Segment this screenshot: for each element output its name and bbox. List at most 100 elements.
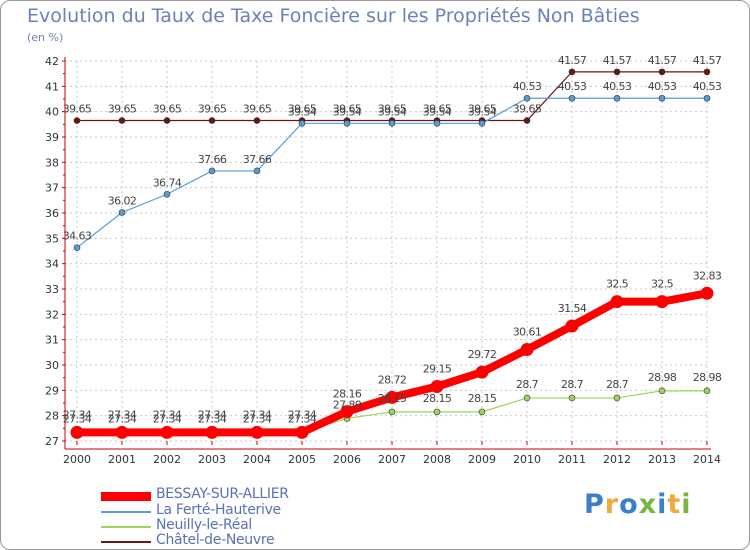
data-point <box>613 68 621 76</box>
data-point <box>253 117 261 124</box>
data-label: 27.34 <box>288 412 317 425</box>
data-label: 40.53 <box>513 80 542 93</box>
y-tick-label: 30 <box>45 359 59 372</box>
data-point <box>613 94 621 102</box>
data-label: 28.7 <box>606 378 629 391</box>
data-point <box>475 365 489 379</box>
data-label: 27.34 <box>108 412 137 425</box>
data-point <box>163 190 171 198</box>
logo-letter: t <box>667 489 682 520</box>
y-tick-label: 42 <box>45 55 59 68</box>
data-point <box>253 167 261 175</box>
data-point <box>658 94 666 102</box>
data-label: 39.54 <box>378 105 407 118</box>
chart-title: Evolution du Taux de Taxe Foncière sur l… <box>27 5 640 27</box>
data-label: 39.65 <box>243 103 272 116</box>
x-tick-label: 2012 <box>603 453 631 466</box>
data-label: 28.7 <box>516 378 539 391</box>
y-tick-label: 33 <box>45 283 59 296</box>
data-label: 28.15 <box>468 392 497 405</box>
data-point <box>703 68 711 76</box>
data-point <box>388 120 396 127</box>
x-tick-label: 2010 <box>513 453 541 466</box>
data-point <box>523 94 531 102</box>
x-tick-label: 2008 <box>423 453 451 466</box>
data-label: 39.65 <box>378 103 407 116</box>
y-tick-label: 32 <box>45 308 59 321</box>
data-label: 28.7 <box>561 378 584 391</box>
proxiti-logo: Proxiti <box>584 489 692 520</box>
data-label: 36.74 <box>153 176 182 189</box>
data-label: 40.53 <box>558 80 587 93</box>
data-point <box>658 387 666 395</box>
data-label: 34.63 <box>63 230 92 243</box>
data-label: 28.15 <box>423 392 452 405</box>
data-point <box>118 117 126 124</box>
data-label: 37.66 <box>243 153 272 166</box>
data-point <box>163 117 171 124</box>
data-point <box>433 408 441 416</box>
data-label: 39.54 <box>288 105 317 118</box>
data-point <box>385 390 399 404</box>
x-tick-label: 2000 <box>63 453 91 466</box>
data-label: 28.98 <box>693 371 722 384</box>
data-point <box>658 68 666 76</box>
data-label: 27.34 <box>63 412 92 425</box>
y-tick-label: 38 <box>45 156 59 169</box>
data-label: 41.57 <box>648 54 677 67</box>
y-tick-label: 31 <box>45 334 59 347</box>
data-label: 39.65 <box>513 103 542 116</box>
logo-letter: P <box>584 489 605 520</box>
data-label: 32.5 <box>651 278 674 291</box>
data-label: 28.15 <box>378 392 407 405</box>
y-tick-label: 35 <box>45 232 59 245</box>
legend-swatch-bessay <box>101 492 151 501</box>
x-tick-label: 2013 <box>648 453 676 466</box>
y-axis-unit: (en %) <box>27 31 64 44</box>
logo-letter: i <box>657 489 668 520</box>
y-tick-label: 37 <box>45 182 59 195</box>
data-label: 39.65 <box>153 103 182 116</box>
data-label: 27.89 <box>333 398 362 411</box>
data-point <box>118 209 126 216</box>
data-point <box>295 425 309 439</box>
data-label: 40.53 <box>603 80 632 93</box>
data-label: 39.65 <box>198 103 227 116</box>
data-label: 27.34 <box>198 412 227 425</box>
data-point <box>568 94 576 102</box>
legend-label-chatel: Châtel-de-Neuvre <box>156 532 275 548</box>
data-point <box>73 244 81 252</box>
data-label: 39.65 <box>333 103 362 116</box>
x-tick-label: 2009 <box>468 453 496 466</box>
x-tick-label: 2003 <box>198 453 226 466</box>
legend-label-bessay: BESSAY-SUR-ALLIER <box>156 486 289 502</box>
data-label: 27.34 <box>153 408 182 421</box>
grid <box>65 60 708 442</box>
data-label: 32.5 <box>606 278 629 291</box>
data-label: 39.54 <box>423 105 452 118</box>
data-point <box>70 425 84 439</box>
y-tick-label: 40 <box>45 106 59 119</box>
data-label: 28.98 <box>648 371 677 384</box>
data-label: 27.34 <box>243 408 272 421</box>
logo-letter: r <box>604 489 620 520</box>
data-label: 29.72 <box>468 348 497 361</box>
y-tick-label: 28 <box>45 410 59 423</box>
data-label: 39.54 <box>333 105 362 118</box>
value-labels: 39.65 39.65 39.65 39.65 39.65 39.65 39.65 39.65… <box>63 54 723 425</box>
legend-swatch-la-ferte <box>101 511 151 513</box>
y-tick-label: 36 <box>45 207 59 220</box>
data-point <box>340 405 354 419</box>
y-tick-label: 41 <box>45 80 59 93</box>
data-label: 27.34 <box>63 408 92 421</box>
data-point <box>703 94 711 102</box>
data-label: 27.34 <box>198 408 227 421</box>
legend-swatch-chatel <box>101 541 151 543</box>
data-label: 41.57 <box>693 54 722 67</box>
data-point <box>73 117 81 124</box>
data-point <box>433 120 441 127</box>
data-label: 39.54 <box>468 105 497 118</box>
x-tick-label: 2014 <box>693 453 721 466</box>
y-tick-label: 39 <box>45 131 59 144</box>
legend-label-la-ferte: La Ferté-Hauterive <box>156 502 281 518</box>
